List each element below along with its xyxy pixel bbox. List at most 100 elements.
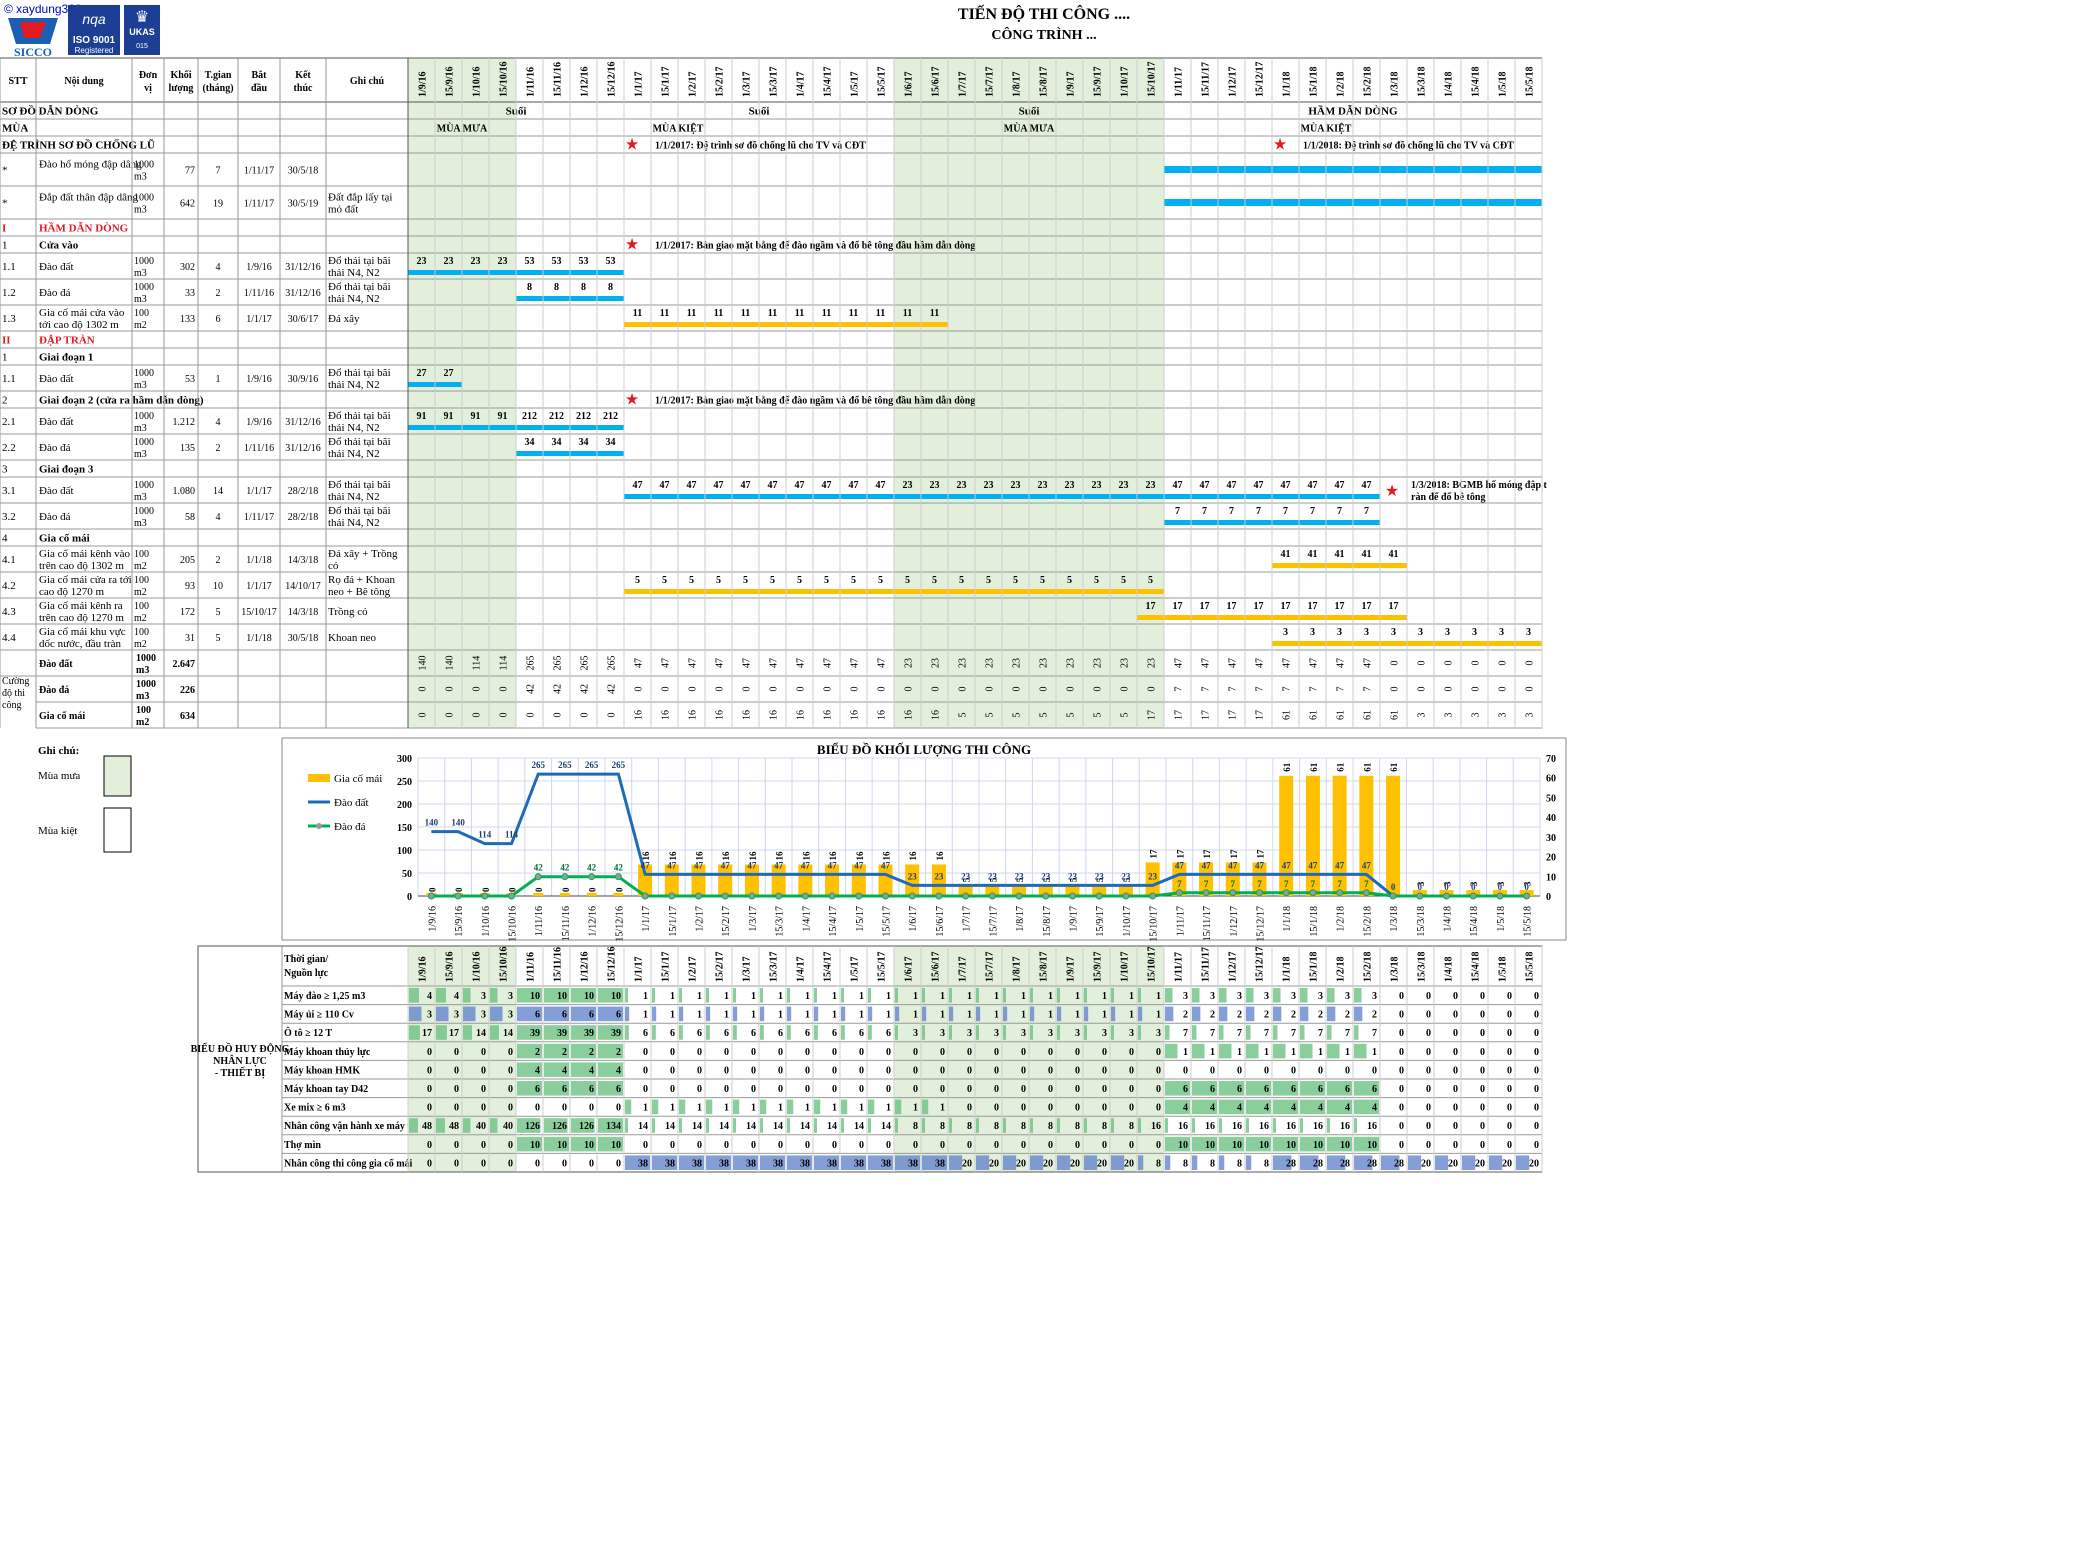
chart-bar-label: 5 [1095, 877, 1105, 882]
intensity-value: 23 [1012, 658, 1023, 668]
resource-value: 0 [1480, 1084, 1485, 1095]
intensity-value: 47 [1228, 658, 1239, 668]
resource-date: 1/12/16 [580, 951, 591, 982]
chart-bar-label: 16 [935, 851, 945, 861]
intensity-value: 0 [553, 713, 564, 718]
task-end: 30/5/18 [288, 166, 319, 177]
intensity-value: 265 [580, 656, 591, 671]
resource-value: 38 [773, 1158, 783, 1169]
gantt-value: 91 [417, 411, 427, 422]
task-name: Gia cố mái kênh vào [39, 548, 131, 560]
chart-bar-label: 16 [775, 851, 785, 861]
task-unit: m3 [134, 268, 147, 279]
resource-databar [922, 1118, 925, 1133]
chart-line-label: 265 [612, 760, 626, 770]
date-header: 15/1/18 [1309, 66, 1320, 97]
chart-point-dao-da [721, 892, 729, 900]
task-note: thải N4, N2 [328, 422, 380, 434]
resource-value: 0 [1048, 1084, 1053, 1095]
gantt-value: 34 [606, 437, 616, 448]
task-duration: 19 [213, 199, 223, 210]
resource-databar [949, 1006, 954, 1022]
intensity-value: 23 [904, 658, 915, 668]
task-stt: 2.2 [2, 442, 16, 454]
resource-value: 1 [643, 1010, 648, 1021]
resource-databar [706, 1118, 709, 1133]
resource-databar [679, 1025, 683, 1040]
resource-value: 1 [913, 1010, 918, 1021]
intensity-value: 47 [1201, 658, 1212, 668]
resource-date: 1/7/17 [958, 956, 969, 982]
resource-value: 6 [1291, 1084, 1296, 1095]
chart-x-tick: 15/9/17 [1095, 906, 1106, 937]
task-stt: 2.1 [2, 416, 16, 428]
star-icon: ★ [1385, 483, 1399, 500]
resource-value: 1 [724, 1103, 729, 1114]
task-volume: 77 [185, 166, 195, 177]
resource-value: 0 [1507, 1010, 1512, 1021]
resource-value: 0 [1048, 1103, 1053, 1114]
resource-value: 2 [1237, 1010, 1242, 1021]
chart-line-label: 0 [1418, 882, 1423, 892]
resource-value: 0 [1129, 1047, 1134, 1058]
chart-point-dao-da [882, 892, 889, 900]
resource-value: 6 [562, 1010, 567, 1021]
task-end: 30/9/16 [288, 374, 319, 385]
resource-date: 15/9/17 [1093, 951, 1104, 982]
resource-value: 0 [454, 1140, 459, 1151]
chart-x-tick: 1/5/18 [1496, 906, 1507, 932]
gantt-value: 11 [633, 308, 642, 319]
resource-databar [1327, 1025, 1332, 1040]
resource-databar [1219, 1043, 1232, 1059]
resource-date: 1/9/17 [1066, 956, 1077, 982]
star-icon: ★ [625, 392, 639, 409]
resource-value: 0 [1426, 1121, 1431, 1132]
resource-value: 0 [1534, 1047, 1539, 1058]
resource-value: 0 [562, 1158, 567, 1169]
chart-bar-gia-co-mai [931, 864, 946, 896]
chart-point-label: 42 [587, 863, 597, 873]
resource-value: 0 [832, 1140, 837, 1151]
chart-bar-label: 17 [1256, 849, 1266, 859]
resource-databar [814, 1155, 839, 1170]
resource-value: 4 [427, 991, 432, 1002]
resource-value: 1 [1291, 1047, 1296, 1058]
chart-frame [281, 737, 1567, 941]
resource-side-label: NHÂN LỰC [213, 1055, 267, 1067]
intensity-value: 7 [1201, 687, 1212, 692]
intensity-value: 0 [607, 713, 618, 718]
gantt-value: 41 [1362, 549, 1372, 560]
gantt-value: 17 [1146, 601, 1156, 612]
gantt-value: 3 [1364, 627, 1369, 638]
resource-value: 1 [670, 1103, 675, 1114]
resource-databar [1003, 988, 1006, 1003]
chart-point-label: 7 [1284, 879, 1289, 889]
task-unit: 1000 [134, 256, 154, 267]
intensity-value: 5 [1066, 713, 1077, 718]
gantt-value: 3 [1337, 627, 1342, 638]
resource-databar [625, 988, 628, 1003]
resource-value: 1 [643, 1103, 648, 1114]
resource-databar [409, 1118, 418, 1133]
resource-databar [1138, 1118, 1141, 1133]
resource-value: 14 [773, 1121, 783, 1132]
chart-x-tick: 15/1/18 [1309, 906, 1320, 937]
resource-value: 7 [1264, 1028, 1269, 1039]
chart-point-dao-da [935, 892, 943, 900]
gantt-value: 5 [716, 575, 721, 586]
gantt-value: 41 [1281, 549, 1291, 560]
gantt-value: 41 [1389, 549, 1399, 560]
chart-point-label: 7 [1177, 879, 1182, 889]
column-header: T.gian [205, 70, 232, 81]
resource-value: 0 [1372, 1065, 1377, 1076]
intensity-value: 42 [553, 684, 564, 694]
chart-point-dao-da [695, 892, 702, 900]
resource-value: 8 [1102, 1121, 1107, 1132]
resource-databar [760, 1099, 767, 1115]
task-start: 1/9/16 [246, 417, 272, 428]
resource-value: 0 [1480, 991, 1485, 1002]
handover-note: 1/1/2017: Bàn giao mặt bằng để đào ngầm … [655, 396, 975, 407]
gantt-value: 47 [795, 480, 805, 491]
resource-value: 0 [697, 1065, 702, 1076]
task-volume: 93 [185, 581, 195, 592]
